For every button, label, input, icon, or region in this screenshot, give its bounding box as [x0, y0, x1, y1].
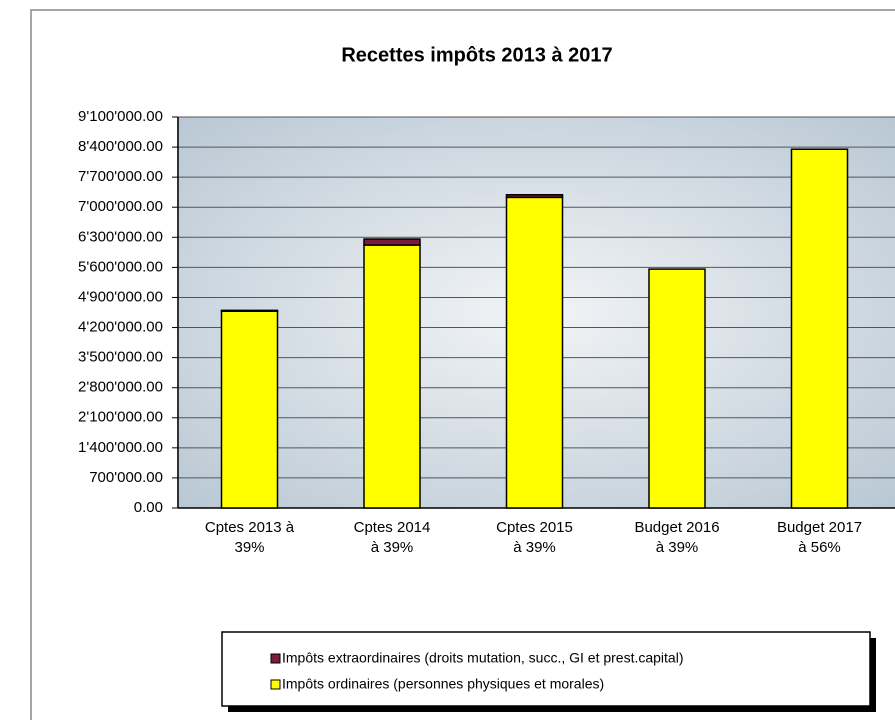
x-tick-label: Cptes 2014: [354, 519, 431, 536]
bar-segment: [505, 196, 564, 509]
y-tick-label: 4'900'000.00: [78, 288, 163, 305]
y-tick-label: 2'800'000.00: [78, 379, 163, 396]
bar-segment: [363, 238, 421, 246]
y-tick-label: 0.00: [134, 499, 163, 516]
bar-segment: [220, 309, 279, 312]
x-tick-label: Budget 2016: [634, 519, 719, 536]
bar-segment: [505, 194, 564, 199]
x-tick-label: à 39%: [656, 539, 699, 556]
x-tick-label: à 56%: [798, 539, 841, 556]
x-tick-label: à 39%: [513, 539, 556, 556]
legend-label: Impôts ordinaires (personnes physiques e…: [282, 676, 604, 692]
y-tick-label: 4'200'000.00: [78, 319, 163, 336]
bar-segment: [220, 310, 279, 509]
y-tick-label: 2'100'000.00: [78, 409, 163, 426]
x-tick-label: Cptes 2013 à: [205, 519, 295, 536]
legend-label: Impôts extraordinaires (droits mutation,…: [282, 650, 684, 666]
y-tick-label: 7'000'000.00: [78, 198, 163, 215]
x-tick-label: 39%: [234, 539, 264, 556]
bar-segment: [648, 268, 706, 509]
y-tick-label: 8'400'000.00: [78, 138, 163, 155]
x-tick-label: Budget 2017: [777, 519, 862, 536]
y-tick-label: 5'600'000.00: [78, 258, 163, 275]
legend-swatch: [270, 653, 281, 664]
legend: [221, 631, 871, 707]
x-tick-label: à 39%: [371, 539, 414, 556]
x-tick-label: Cptes 2015: [496, 519, 573, 536]
y-tick-label: 7'700'000.00: [78, 168, 163, 185]
y-tick-label: 9'100'000.00: [78, 108, 163, 125]
bar-segment: [790, 148, 849, 509]
y-tick-label: 3'500'000.00: [78, 349, 163, 366]
chart-title: Recettes impôts 2013 à 2017: [341, 44, 612, 66]
y-tick-label: 1'400'000.00: [78, 439, 163, 456]
y-tick-label: 6'300'000.00: [78, 228, 163, 245]
legend-swatch: [270, 679, 281, 690]
y-tick-label: 700'000.00: [89, 469, 163, 486]
bar-segment: [363, 244, 421, 509]
